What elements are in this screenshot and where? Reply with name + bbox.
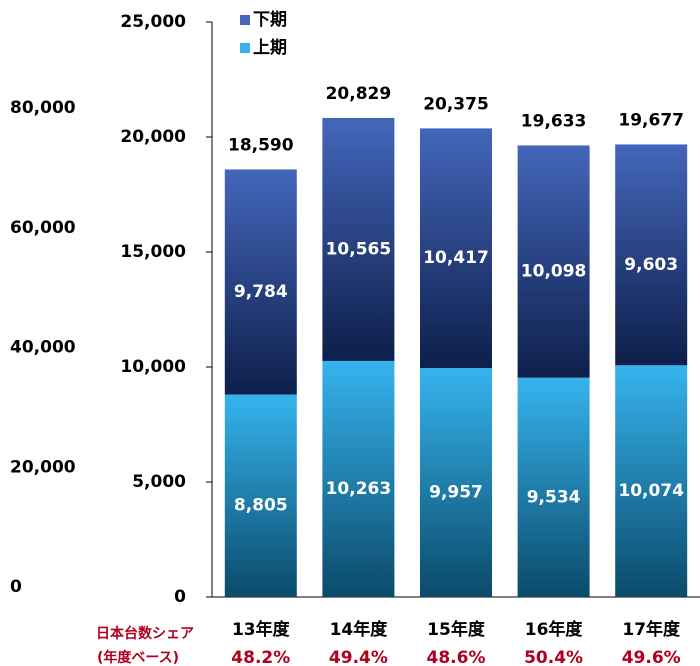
x-tick-label: 16年度: [525, 619, 584, 640]
bar-segment: [420, 367, 492, 597]
x-tick-label: 15年度: [427, 619, 486, 640]
y-tick-label: 0: [174, 587, 186, 607]
segment-label: 9,534: [527, 487, 581, 507]
bar-segment: [420, 128, 492, 368]
share-label: 日本台数シェア: [96, 625, 194, 642]
y-tick-label: 25,000: [120, 12, 186, 32]
share-value: 48.6%: [427, 648, 486, 666]
total-label: 20,375: [423, 94, 489, 114]
segment-label: 10,074: [618, 481, 684, 501]
legend-label: 下期: [253, 10, 287, 30]
segment-label: 9,784: [234, 282, 288, 302]
legend-swatch: [240, 15, 250, 25]
bar-segment: [615, 144, 688, 366]
left-tick-label: 60,000: [10, 218, 76, 238]
segment-label: 10,417: [423, 248, 489, 268]
bar-segment: [224, 394, 297, 597]
legend-label: 上期: [253, 38, 287, 58]
segment-label: 9,603: [624, 255, 678, 275]
left-tick-label: 20,000: [10, 457, 76, 477]
share-value: 50.4%: [524, 648, 583, 666]
share-label: (年度ベース): [97, 649, 179, 666]
total-label: 18,590: [228, 135, 294, 155]
bar-segment: [322, 360, 395, 597]
share-value: 48.2%: [231, 648, 290, 666]
total-label: 20,829: [326, 84, 392, 104]
x-tick-label: 14年度: [330, 619, 389, 640]
x-tick-label: 13年度: [232, 619, 291, 640]
segment-label: 8,805: [234, 496, 288, 516]
legend-swatch: [240, 43, 250, 53]
y-tick-label: 5,000: [132, 472, 186, 492]
segment-label: 10,263: [326, 479, 392, 499]
x-tick-label: 17年度: [622, 619, 681, 640]
segment-label: 10,565: [326, 239, 392, 259]
segment-label: 10,098: [521, 262, 587, 282]
share-value: 49.4%: [329, 648, 388, 666]
left-tick-label: 0: [10, 577, 22, 597]
bar-segment: [322, 117, 395, 361]
left-tick-label: 80,000: [10, 98, 76, 118]
y-tick-label: 15,000: [120, 242, 186, 262]
total-label: 19,677: [618, 110, 684, 130]
y-tick-label: 10,000: [120, 357, 186, 377]
bar-segment: [517, 377, 590, 597]
segment-label: 9,957: [429, 482, 483, 502]
bar-segment: [615, 365, 688, 597]
share-value: 49.6%: [622, 648, 681, 666]
total-label: 19,633: [521, 111, 587, 131]
bar-segment: [224, 169, 297, 395]
left-tick-label: 40,000: [10, 338, 76, 358]
y-tick-label: 20,000: [120, 127, 186, 147]
bar-segment: [517, 145, 590, 378]
